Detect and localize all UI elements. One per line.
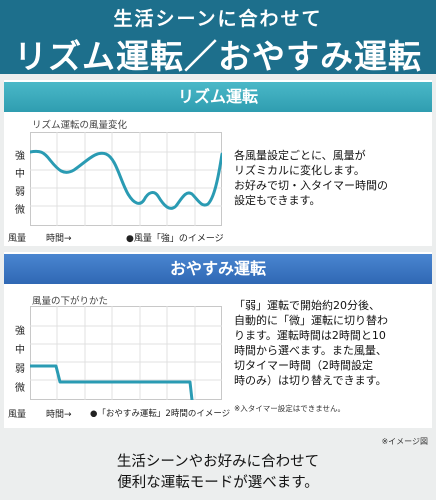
sleep-band: おやすみ運転 xyxy=(4,254,432,284)
image-note: ※イメージ図 xyxy=(381,437,428,446)
sleep-panel: おやすみ運転 風量の下がりかた 強 中 弱 微 風量 時間→ ●「おやすみ運転」… xyxy=(4,252,432,428)
sleep-curve xyxy=(30,364,194,400)
rhythm-description: 各風量設定ごとに、風量が リズミカルに変化します。 お好みで切・入タイマー時間の… xyxy=(234,149,388,207)
footer-text: 生活シーンやお好みに合わせて 便利な運転モードが選べます。 xyxy=(0,452,436,494)
sleep-level-medium: 中 xyxy=(15,345,25,356)
page-header: 生活シーンに合わせて リズム運転／おやすみ運転 xyxy=(0,0,436,76)
rhythm-legend: ●風量「強」のイメージ xyxy=(126,234,224,244)
rhythm-x-label: 風量 xyxy=(8,234,27,244)
rhythm-level-medium: 中 xyxy=(15,169,25,180)
rhythm-level-weak: 弱 xyxy=(15,187,25,198)
header-subtitle: 生活シーンに合わせて xyxy=(113,8,323,30)
sleep-x-label: 風量 xyxy=(8,410,27,420)
sleep-level-strong: 強 xyxy=(15,326,25,337)
rhythm-curve xyxy=(30,149,222,210)
rhythm-level-micro: 微 xyxy=(15,205,25,216)
rhythm-panel: リズム運転 リズム運転の風量変化 強 中 弱 微 風量 時間→ ●風量「強」のイ… xyxy=(4,80,432,246)
sleep-chart-title: 風量の下がりかた xyxy=(32,296,109,307)
rhythm-band: リズム運転 xyxy=(4,82,432,112)
sleep-chart xyxy=(30,306,222,400)
sleep-note: ※入タイマー設定はできません。 xyxy=(234,404,346,413)
footer-line-2: 便利な運転モードが選べます。 xyxy=(117,475,319,491)
sleep-description: 「弱」運転で開始約20分後、 自動的に「微」運転に切り替わ ります。運転時間は2… xyxy=(234,299,388,387)
sleep-legend: ●「おやすみ運転」2時間のイメージ xyxy=(90,409,231,419)
footer-line-1: 生活シーンやお好みに合わせて xyxy=(116,454,320,470)
rhythm-chart xyxy=(30,132,222,226)
rhythm-chart-title: リズム運転の風量変化 xyxy=(32,120,128,131)
sleep-level-weak: 弱 xyxy=(15,364,25,375)
sleep-level-micro: 微 xyxy=(15,383,25,394)
rhythm-level-strong: 強 xyxy=(15,151,25,162)
sleep-time-label: 時間→ xyxy=(46,410,72,420)
header-title: リズム運転／おやすみ運転 xyxy=(14,37,422,76)
rhythm-time-label: 時間→ xyxy=(46,234,72,244)
